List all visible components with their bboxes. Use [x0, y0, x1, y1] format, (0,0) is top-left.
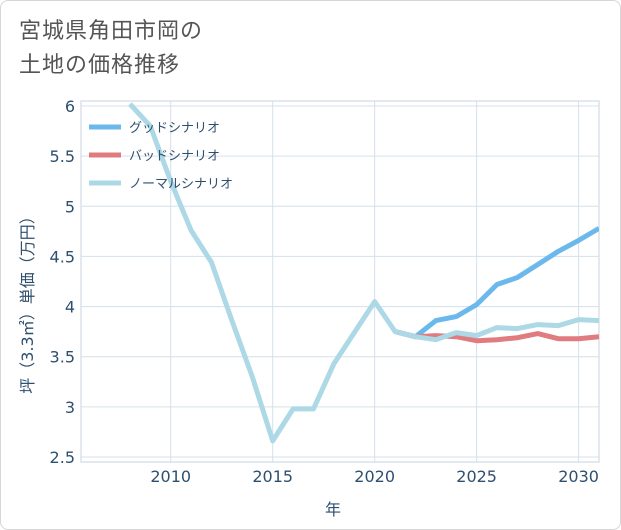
legend-label: バッドシナリオ [129, 149, 220, 164]
x-tick-label: 2015 [252, 467, 293, 486]
y-tick-label: 3 [65, 398, 75, 417]
x-axis-label: 年 [325, 500, 341, 519]
series-line-1 [394, 329, 599, 344]
y-tick-label: 3.5 [50, 348, 75, 367]
y-tick-label: 5 [65, 197, 75, 216]
x-tick-label: 2025 [456, 467, 497, 486]
y-tick-label: 4.5 [50, 247, 75, 266]
title-line-1: 宮城県角田市岡の [19, 19, 204, 44]
chart-title: 宮城県角田市岡の 土地の価格推移 [19, 15, 203, 83]
x-tick-label: 2020 [354, 467, 395, 486]
x-axis-ticks: 2010 2015 2020 2025 2030 [150, 467, 599, 486]
y-tick-label: 4 [65, 298, 75, 317]
y-tick-label: 5.5 [50, 147, 75, 166]
legend-label: ノーマルシナリオ [129, 177, 233, 192]
series-line-2 [128, 102, 599, 444]
y-tick-label: 2.5 [50, 448, 75, 467]
y-axis-ticks: 2.5 3 3.5 4 4.5 5 5.5 6 [50, 97, 75, 467]
y-axis-label: 坪（3.3㎡）単価（万円） [18, 208, 37, 393]
x-tick-label: 2030 [558, 467, 599, 486]
y-tick-label: 6 [65, 97, 75, 116]
title-line-2: 土地の価格推移 [19, 53, 181, 78]
series-line-0 [394, 226, 599, 340]
series-lines [128, 102, 599, 444]
legend-label: グッドシナリオ [129, 121, 220, 136]
x-tick-label: 2010 [150, 467, 191, 486]
